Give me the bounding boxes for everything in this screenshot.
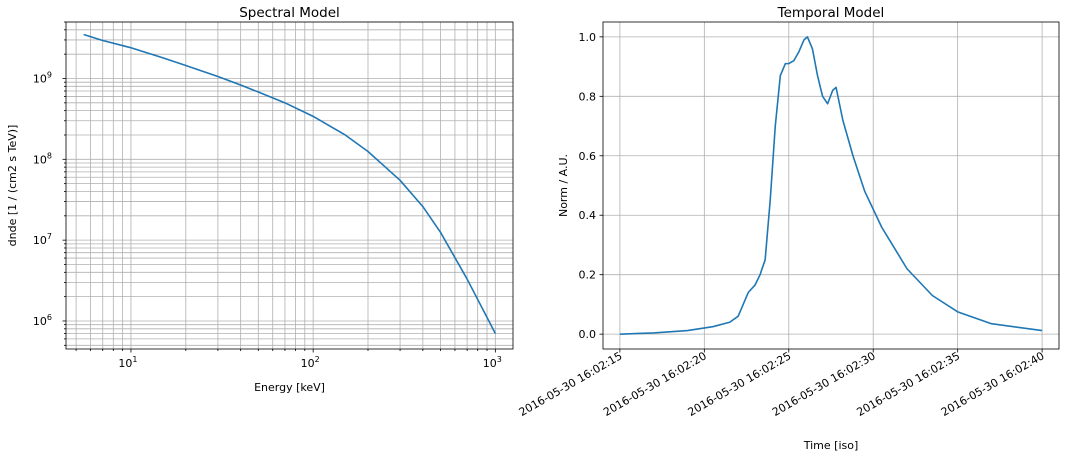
spectral-x-tick-label: 101 — [118, 355, 137, 370]
spectral-y-tick-label: 108 — [33, 151, 52, 166]
spectral-axes-frame — [65, 21, 514, 350]
spectral-series-line — [83, 33, 497, 334]
spectral-y-tick-label: 109 — [33, 70, 52, 85]
spectral-grid — [66, 21, 513, 349]
temporal-axes-frame — [602, 21, 1060, 350]
spectral-ticks: 101 102 103 106 107 108 109 — [33, 21, 502, 370]
spectral-y-axis-label: dnde [1 / (cm2 s TeV)] — [6, 125, 19, 247]
temporal-y-tick-label: 0.8 — [579, 90, 597, 103]
spectral-x-axis-label: Energy [keV] — [254, 381, 325, 394]
temporal-y-tick-label: 0.4 — [579, 209, 597, 222]
spectral-model-chart: 101 102 103 106 107 108 109 Spectral Model Ene… — [6, 5, 514, 394]
temporal-series-line — [619, 36, 1043, 335]
temporal-y-tick-label: 0.0 — [579, 328, 597, 341]
spectral-x-tick-label: 102 — [301, 355, 320, 370]
temporal-y-axis-label: Norm / A.U. — [557, 154, 570, 217]
temporal-y-tick-label: 1.0 — [579, 31, 597, 44]
temporal-y-tick-label: 0.6 — [579, 150, 597, 163]
spectral-y-tick-label: 107 — [33, 232, 52, 247]
temporal-y-tick-label: 0.2 — [579, 269, 597, 282]
spectral-x-tick-label: 103 — [483, 355, 502, 370]
temporal-x-axis-label: Time [iso] — [803, 439, 859, 452]
spectral-y-tick-label: 106 — [33, 313, 52, 328]
temporal-title: Temporal Model — [777, 5, 885, 21]
spectral-title: Spectral Model — [239, 5, 340, 21]
temporal-grid — [603, 22, 1059, 349]
